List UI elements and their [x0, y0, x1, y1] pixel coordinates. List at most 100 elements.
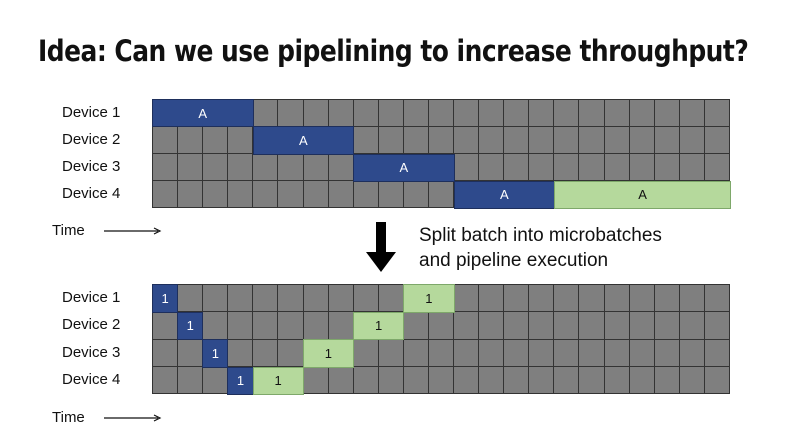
- caption-line-2: and pipeline execution: [419, 250, 609, 271]
- top-time-arrow-icon: [104, 227, 162, 235]
- timeline-cell: [479, 366, 505, 394]
- timeline-cell: [378, 339, 404, 367]
- timeline-cell: [353, 339, 379, 367]
- timeline-cell: [654, 312, 680, 340]
- bottom_diagram-forward-block: 1: [177, 311, 204, 340]
- timeline-cell: [328, 154, 354, 181]
- bottom_diagram-device-label-1: Device 1: [62, 288, 121, 306]
- timeline-cell: [228, 285, 254, 313]
- timeline-cell: [203, 366, 229, 394]
- timeline-cell: [454, 366, 480, 394]
- timeline-cell: [479, 154, 505, 181]
- timeline-cell: [428, 100, 455, 127]
- bottom_diagram-forward-block: 1: [152, 284, 179, 313]
- timeline-cell: [328, 181, 354, 208]
- bottom_diagram-device-label-4: Device 4: [62, 371, 121, 389]
- down-arrow-icon: [366, 222, 396, 272]
- timeline-cell: [303, 312, 329, 340]
- timeline-cell: [454, 339, 480, 367]
- timeline-cell: [203, 181, 229, 208]
- timeline-cell: [529, 366, 555, 394]
- timeline-cell: [604, 285, 630, 313]
- timeline-cell: [303, 154, 329, 181]
- timeline-cell: [328, 312, 354, 340]
- timeline-cell: [253, 339, 279, 367]
- timeline-cell: [253, 100, 279, 127]
- timeline-cell: [554, 127, 580, 154]
- timeline-cell: [228, 181, 254, 208]
- timeline-cell: [629, 100, 655, 127]
- timeline-cell: [303, 366, 329, 394]
- timeline-cell: [629, 339, 655, 367]
- timeline-cell: [403, 339, 429, 367]
- timeline-cell: [278, 339, 304, 367]
- timeline-cell: [353, 100, 379, 127]
- timeline-cell: [604, 366, 630, 394]
- timeline-cell: [228, 339, 254, 367]
- timeline-cell: [654, 127, 680, 154]
- timeline-cell: [428, 181, 455, 208]
- timeline-cell: [428, 127, 455, 154]
- timeline-cell: [228, 312, 254, 340]
- caption-line-1: Split batch into microbatches: [419, 225, 662, 246]
- timeline-cell: [428, 312, 455, 340]
- timeline-cell: [153, 127, 179, 154]
- timeline-cell: [479, 100, 505, 127]
- timeline-cell: [704, 100, 730, 127]
- timeline-cell: [504, 154, 530, 181]
- timeline-cell: [554, 100, 580, 127]
- top_diagram-device-label-1: Device 1: [62, 103, 121, 121]
- timeline-cell: [679, 312, 705, 340]
- timeline-cell: [403, 181, 429, 208]
- timeline-cell: [303, 100, 329, 127]
- timeline-cell: [554, 339, 580, 367]
- top_diagram-forward-block: A: [453, 180, 556, 209]
- timeline-cell: [203, 154, 229, 181]
- timeline-cell: [278, 154, 304, 181]
- split-batch-caption: Split batch into microbatches and pipeli…: [419, 223, 662, 273]
- timeline-cell: [253, 285, 279, 313]
- timeline-cell: [153, 312, 179, 340]
- timeline-cell: [554, 285, 580, 313]
- timeline-cell: [504, 285, 530, 313]
- timeline-cell: [253, 181, 279, 208]
- timeline-cell: [479, 127, 505, 154]
- timeline-cell: [554, 154, 580, 181]
- timeline-cell: [629, 366, 655, 394]
- bottom_diagram-device-label-3: Device 3: [62, 343, 121, 361]
- timeline-cell: [654, 285, 680, 313]
- timeline-cell: [654, 154, 680, 181]
- timeline-cell: [303, 285, 329, 313]
- bottom_diagram-backward-block: 1: [353, 311, 405, 340]
- timeline-cell: [704, 154, 730, 181]
- timeline-cell: [203, 127, 229, 154]
- timeline-cell: [654, 366, 680, 394]
- timeline-cell: [579, 312, 605, 340]
- timeline-cell: [303, 181, 329, 208]
- top_diagram-forward-block: A: [353, 153, 455, 182]
- timeline-cell: [679, 339, 705, 367]
- bottom_diagram-backward-block: 1: [252, 366, 304, 395]
- timeline-cell: [203, 285, 229, 313]
- timeline-cell: [604, 339, 630, 367]
- timeline-cell: [679, 366, 705, 394]
- timeline-cell: [353, 127, 379, 154]
- timeline-cell: [654, 100, 680, 127]
- timeline-cell: [403, 312, 429, 340]
- timeline-cell: [454, 154, 480, 181]
- timeline-cell: [403, 366, 429, 394]
- bottom_diagram-backward-block: 1: [302, 339, 355, 368]
- timeline-cell: [153, 366, 179, 394]
- timeline-cell: [629, 154, 655, 181]
- timeline-cell: [704, 339, 730, 367]
- top_diagram-device-label-2: Device 2: [62, 130, 121, 148]
- timeline-cell: [504, 127, 530, 154]
- timeline-cell: [704, 285, 730, 313]
- timeline-cell: [403, 100, 429, 127]
- timeline-cell: [153, 181, 179, 208]
- timeline-cell: [579, 100, 605, 127]
- timeline-cell: [604, 154, 630, 181]
- bottom-time-arrow-icon: [104, 414, 162, 422]
- timeline-cell: [403, 127, 429, 154]
- timeline-cell: [679, 127, 705, 154]
